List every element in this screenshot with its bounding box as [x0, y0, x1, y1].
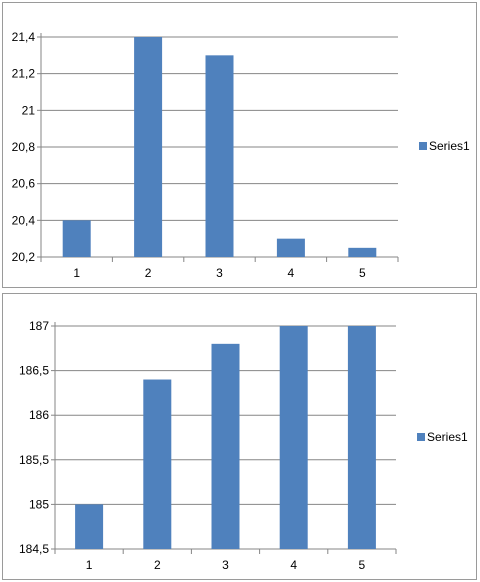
y-tick-label: 21,4	[12, 30, 36, 44]
chart-panel-top: 20,2 20,4 20,6 20,8 21 21,2 21,4 1 2 3 4 5 Series1	[2, 2, 477, 288]
x-tick-label: 1	[73, 266, 80, 280]
bar	[205, 55, 234, 258]
legend-label: Series1	[429, 139, 470, 153]
bar	[348, 247, 377, 257]
bar	[134, 37, 163, 257]
legend-swatch	[419, 142, 427, 150]
y-tick-label: 20,2	[12, 250, 36, 264]
y-tick-label: 187	[29, 319, 49, 333]
bar	[143, 379, 172, 549]
y-tick-label: 185	[29, 497, 49, 511]
y-tick-label: 20,4	[12, 213, 36, 227]
legend-label: Series1	[427, 430, 468, 444]
y-tick-label: 20,6	[12, 177, 36, 191]
x-tick-label: 2	[145, 266, 152, 280]
bar	[75, 504, 104, 549]
x-tick-label: 5	[359, 266, 366, 280]
bar	[347, 326, 376, 549]
y-tick-label: 21	[22, 103, 36, 117]
legend-swatch	[417, 433, 425, 441]
y-tick-label: 21,2	[12, 67, 36, 81]
y-tick-label: 20,8	[12, 140, 36, 154]
x-tick-label: 4	[288, 266, 295, 280]
y-tick-label: 184,5	[19, 542, 49, 556]
x-tick-label: 4	[290, 558, 297, 572]
x-tick-label: 5	[359, 558, 366, 572]
x-tick-label: 1	[86, 558, 93, 572]
chart-panel-bottom: 184,5 185 185,5 186 186,5 187 1 2 3 4 5 Series1	[2, 293, 477, 580]
y-tick-label: 185,5	[19, 453, 49, 467]
y-tick-label: 186,5	[19, 364, 49, 378]
bar	[276, 238, 305, 257]
x-tick-label: 2	[154, 558, 161, 572]
x-tick-label: 3	[222, 558, 229, 572]
x-tick-label: 3	[216, 266, 223, 280]
bar-chart-top: 20,2 20,4 20,6 20,8 21 21,2 21,4 1 2 3 4 5 Series1	[12, 30, 470, 280]
y-tick-label: 186	[29, 408, 49, 422]
bar	[279, 326, 308, 549]
bar	[211, 343, 240, 549]
bar	[62, 220, 91, 257]
bar-chart-bottom: 184,5 185 185,5 186 186,5 187 1 2 3 4 5 Series1	[19, 319, 468, 572]
